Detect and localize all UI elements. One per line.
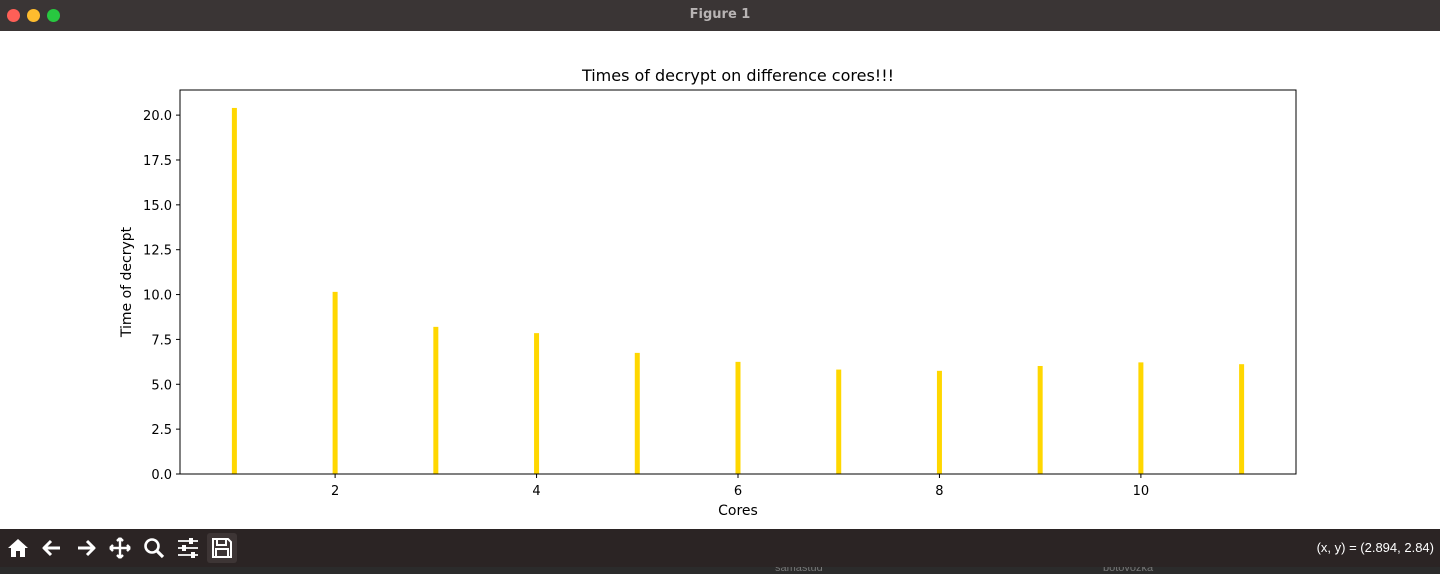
background-text-right: botovozka: [1103, 567, 1154, 574]
bar-cores-4: [534, 333, 540, 474]
zoom-button[interactable]: [139, 533, 169, 563]
window-titlebar: Figure 1: [0, 0, 1440, 32]
y-axis-label: Time of decrypt: [119, 226, 135, 338]
bar-cores-10: [1138, 362, 1144, 474]
x-tick-label: 4: [532, 484, 540, 499]
y-tick-label: 10.0: [143, 289, 172, 304]
cursor-coordinates: (x, y) = (2.894, 2.84): [1316, 540, 1434, 555]
chart-title: Times of decrypt on difference cores!!!: [581, 66, 894, 85]
bar-cores-6: [735, 361, 741, 474]
bar-cores-1: [231, 107, 237, 475]
configure-subplots-button[interactable]: [173, 533, 203, 563]
x-tick-label: 10: [1133, 484, 1150, 499]
y-tick-label: 15.0: [143, 199, 172, 214]
minimize-window-button[interactable]: [27, 9, 40, 22]
y-tick-label: 0.0: [151, 468, 172, 483]
bar-cores-5: [634, 352, 640, 474]
magnifier-icon: [144, 538, 165, 559]
save-button[interactable]: [207, 533, 237, 563]
home-icon: [8, 539, 28, 557]
bar-cores-8: [936, 370, 942, 474]
x-tick-label: 8: [935, 484, 943, 499]
y-tick-label: 5.0: [151, 378, 172, 393]
back-button[interactable]: [37, 533, 67, 563]
y-tick-label: 7.5: [151, 333, 172, 348]
navigation-toolbar: (x, y) = (2.894, 2.84): [0, 529, 1440, 567]
y-ticks: 0.0 2.5 5.0 7.5 10.0 12.5 15.0 17.5 20.0: [143, 109, 180, 483]
home-button[interactable]: [3, 533, 33, 563]
x-tick-label: 6: [734, 484, 742, 499]
maximize-window-button[interactable]: [47, 9, 60, 22]
background-text-left: samastud: [775, 567, 823, 574]
x-tick-label: 2: [331, 484, 339, 499]
bar-cores-11: [1239, 364, 1245, 474]
bar-cores-7: [836, 369, 842, 474]
close-window-button[interactable]: [7, 9, 20, 22]
floppy-disk-icon: [212, 538, 232, 558]
sliders-icon: [178, 538, 198, 558]
forward-button[interactable]: [71, 533, 101, 563]
bar-cores-2: [332, 291, 338, 474]
background-window-strip: samastud botovozka: [0, 567, 1440, 574]
arrow-right-icon: [78, 539, 96, 557]
y-tick-label: 20.0: [143, 109, 172, 124]
y-tick-label: 17.5: [143, 154, 172, 169]
y-tick-label: 12.5: [143, 244, 172, 259]
x-axis-label: Cores: [718, 503, 758, 519]
bar-cores-3: [433, 326, 439, 474]
bar-cores-9: [1037, 365, 1043, 474]
x-ticks: 2 4 6 8 10: [331, 474, 1149, 499]
move-icon: [109, 537, 131, 559]
bar-chart: 2 4 6 8 10 0.02.55.07.510.012.515.017.520.0 …: [119, 66, 1297, 519]
y-tick-label: 2.5: [151, 423, 172, 438]
figure-canvas: 2 4 6 8 10 0.0 2.5 5.0 7.5 10.0 12.5 15.0 17.5 20.0 …: [0, 31, 1440, 529]
bars-group: [231, 107, 1245, 475]
window-title: Figure 1: [689, 7, 751, 22]
pan-button[interactable]: [105, 533, 135, 563]
arrow-left-icon: [42, 539, 60, 557]
